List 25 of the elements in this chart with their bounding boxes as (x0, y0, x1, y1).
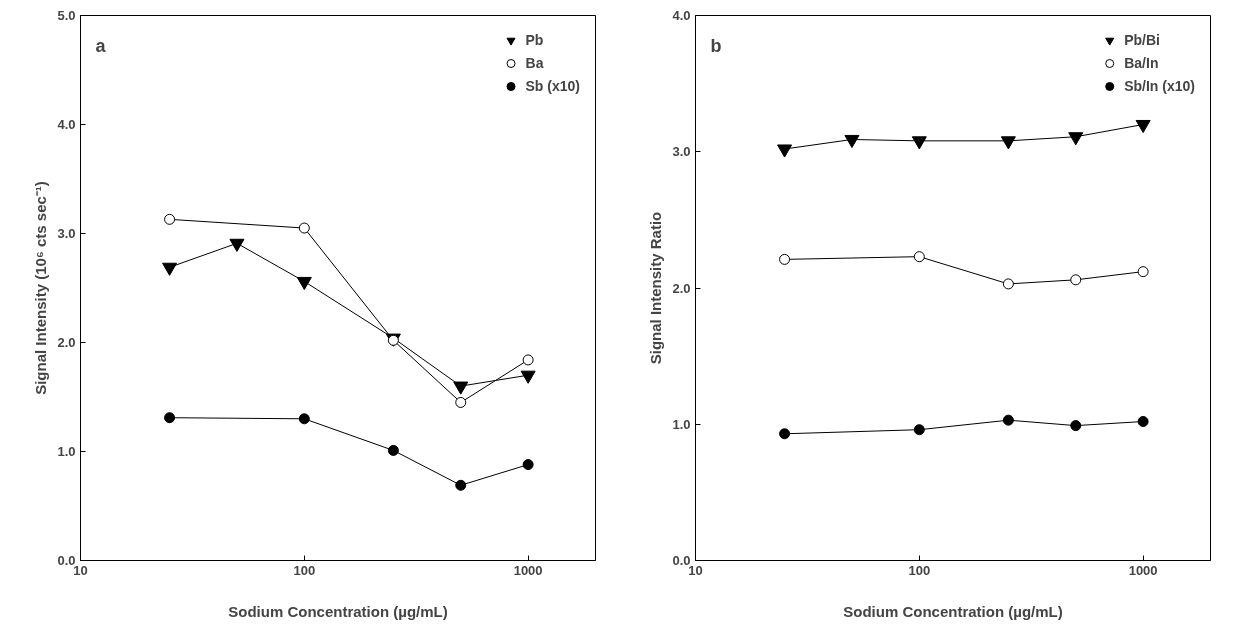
annotation: a (95, 35, 107, 56)
y-axis-title: Signal Intensity (10⁶ cts sec⁻¹) (32, 181, 50, 395)
legend-label: Pb (525, 32, 545, 48)
y-tick-label: 4.0 (57, 117, 76, 132)
y-tick-label: 4.0 (672, 8, 691, 23)
x-tick-label: 100 (293, 562, 316, 578)
y-axis-title: Signal Intensity Ratio (647, 211, 665, 365)
legend-label: Sb/In (x10) (1124, 78, 1195, 94)
y-tick-label: 3.0 (57, 226, 76, 241)
y-tick-label: 1.0 (672, 416, 691, 432)
y-tick-label: 2.0 (57, 335, 76, 350)
legend-label: Sb (x10) (525, 78, 580, 94)
x-tick-label: 100 (908, 562, 931, 578)
x-axis-title: Sodium Concentration (µg/mL) (228, 602, 448, 620)
annotation: b (710, 35, 722, 56)
y-tick-label: 5.0 (57, 8, 76, 23)
x-tick-label: 1000 (513, 562, 543, 578)
legend-label: Ba/In (1124, 55, 1159, 71)
y-tick-label: 1.0 (57, 444, 76, 459)
y-tick-label: 2.0 (672, 280, 691, 296)
x-axis-title: Sodium Concentration (µg/mL) (843, 602, 1063, 620)
legend-label: Pb/Bi (1124, 32, 1160, 48)
legend-label: Ba (525, 55, 545, 71)
x-tick-label: 1000 (1128, 562, 1158, 578)
y-tick-label: 3.0 (672, 144, 691, 160)
